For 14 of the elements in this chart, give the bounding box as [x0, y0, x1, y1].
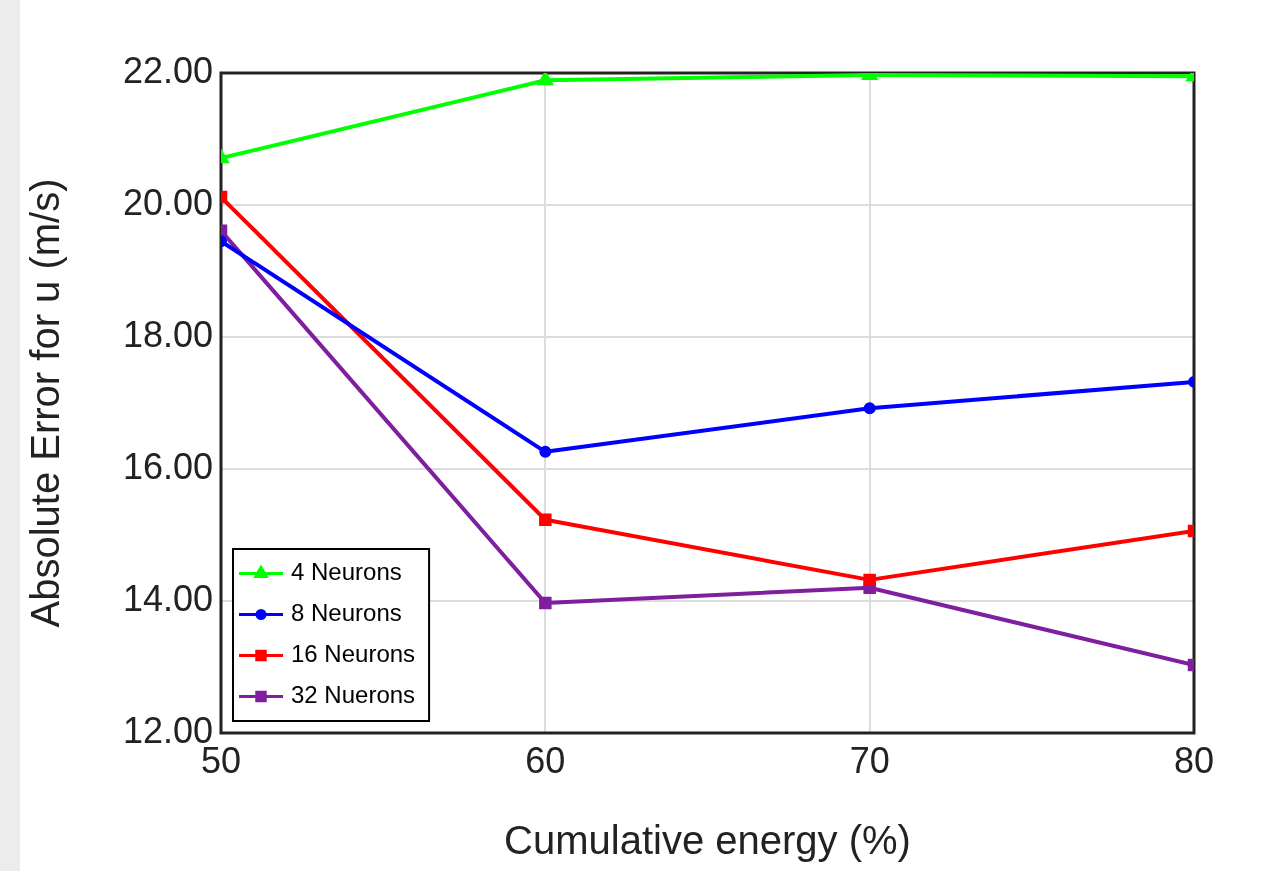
legend-label: 8 Neurons: [291, 599, 402, 627]
x-tick-label: 80: [1173, 739, 1215, 781]
y-tick-label: 22.00: [122, 49, 213, 91]
y-tick-label: 20.00: [122, 181, 213, 223]
y-axis-title: Absolute Error for u (m/s): [23, 178, 68, 628]
x-tick-label: 60: [525, 739, 566, 781]
y-tick-label: 18.00: [122, 313, 213, 355]
legend-label: 32 Nuerons: [291, 681, 416, 709]
y-tick-label: 16.00: [122, 445, 213, 487]
x-tick-label: 70: [849, 739, 890, 781]
x-axis-title: Cumulative energy (%): [504, 818, 911, 863]
y-tick-label: 14.00: [122, 577, 213, 619]
legend-label: 4 Neurons: [291, 558, 402, 586]
legend-label: 16 Neurons: [291, 640, 416, 668]
